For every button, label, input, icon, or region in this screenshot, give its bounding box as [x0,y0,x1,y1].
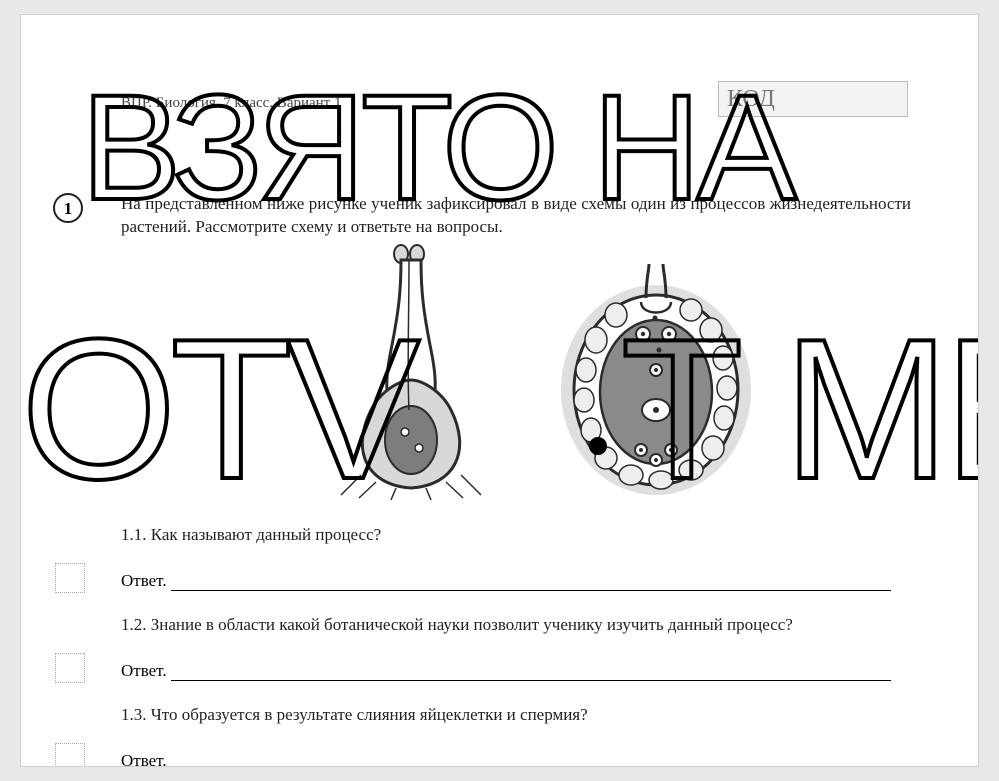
score-checkbox-3[interactable] [55,743,85,767]
subq-num: 1.1. [121,525,147,544]
code-field[interactable]: КОД [718,81,908,117]
subq-text: Что образуется в результате слияния яйце… [151,705,588,724]
subq-text: Знание в области какой ботанической наук… [151,615,793,634]
answer-line-2[interactable] [171,663,891,681]
sub-question-2: 1.2. Знание в области какой ботанической… [121,615,911,635]
page-frame: ВПР. Биология. 7 класс. Вариант 1 КОД 1 … [20,14,979,767]
biology-diagram [271,240,771,500]
subq-num: 1.2. [121,615,147,634]
answer-line-3[interactable] [171,753,891,767]
answer-row-3: Ответ. [121,751,911,767]
answer-line-1[interactable] [171,573,891,591]
score-checkbox-1[interactable] [55,563,85,593]
answer-label: Ответ. [121,661,167,681]
watermark-dot [589,437,607,455]
subq-text: Как называют данный процесс? [151,525,381,544]
answer-label: Ответ. [121,571,167,591]
question-number-circle: 1 [53,193,83,223]
question-text: На представленном ниже рисунке ученик за… [121,193,911,239]
sub-question-1: 1.1. Как называют данный процесс? [121,525,911,545]
worksheet-header: ВПР. Биология. 7 класс. Вариант 1 [121,95,342,112]
answer-row-1: Ответ. [121,571,911,591]
answer-label: Ответ. [121,751,167,767]
answer-row-2: Ответ. [121,661,911,681]
sub-question-3: 1.3. Что образуется в результате слияния… [121,705,911,725]
subq-num: 1.3. [121,705,147,724]
page-content: ВПР. Биология. 7 класс. Вариант 1 КОД 1 … [21,15,978,766]
score-checkbox-2[interactable] [55,653,85,683]
